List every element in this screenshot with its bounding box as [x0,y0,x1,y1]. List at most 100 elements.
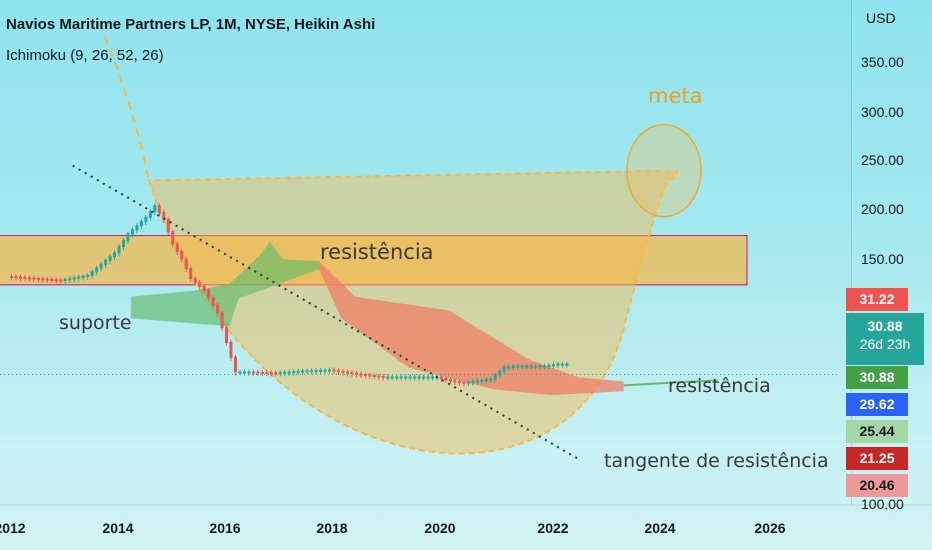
candle [444,377,448,381]
candle [242,371,246,374]
candle [507,366,511,369]
candle [489,378,493,381]
ichimoku-cloud-bearish [319,261,624,396]
ichimoku-leading-span [623,379,718,387]
ichimoku-cloud-bullish [130,241,320,327]
candle [247,371,251,374]
candle [121,239,125,248]
time-tick: 2016 [209,520,241,536]
price-label-31-22: 31.22 [846,288,908,311]
candle [283,371,287,374]
candle [274,372,278,375]
candle [207,289,211,299]
time-tick: 2026 [754,520,786,536]
candle [381,375,385,378]
candle [556,363,560,366]
candle [32,277,36,280]
candle [18,276,22,279]
price-tick: 200.00 [861,201,904,217]
candle [511,365,515,368]
candle [493,374,497,380]
candle [413,376,417,379]
candle [45,278,49,281]
candle [27,277,31,280]
candle [404,376,408,379]
candle [359,373,363,376]
price-label-20-46: 20.46 [846,474,908,497]
candle [368,374,372,377]
candle [502,366,506,372]
candle [475,380,479,383]
candle [238,371,242,374]
candle [417,376,421,379]
candle [148,210,152,218]
candle [448,379,452,382]
candle [144,216,148,223]
time-tick: 2022 [537,520,569,536]
price-axis[interactable] [851,0,932,505]
candle [422,376,426,379]
indicator-label[interactable]: Ichimoku (9, 26, 52, 26) [6,47,164,64]
candle [193,277,197,283]
candle [233,356,237,373]
candle [390,376,394,379]
price-tick: 350.00 [861,54,904,70]
candle [354,372,358,375]
price-label-21-25: 21.25 [846,447,908,470]
candle [377,375,381,378]
price-tick: 300.00 [861,104,904,120]
candle [386,376,390,379]
last-price-value: 30.88 [867,318,903,334]
candle [292,371,296,374]
candle [139,221,143,227]
candle [498,370,502,376]
candle [426,376,430,379]
candle [457,381,461,384]
candle [314,370,318,373]
candle [180,250,184,260]
candle [104,259,108,265]
candle [560,363,564,366]
last-price-label: 30.88 26d 23h [846,313,924,365]
candle [184,258,188,270]
candle [189,268,193,279]
candle [480,379,484,382]
chart-title: Navios Maritime Partners LP, 1M, NYSE, H… [6,16,376,33]
candle [332,369,336,372]
candle [372,374,376,377]
candle [269,372,273,375]
candle [36,277,40,280]
candle [117,246,121,254]
candle [287,371,291,374]
candle [126,233,130,241]
candle [466,381,470,384]
candle [471,381,475,384]
candle [77,276,81,279]
target-zone [626,123,702,218]
candle [216,304,220,314]
tangent-label: tangente de resistência [604,450,829,472]
candle [399,376,403,379]
candle [328,369,332,372]
price-tick: 250.00 [861,152,904,168]
time-tick: 2020 [424,520,456,536]
candle [462,381,466,384]
candle [565,363,569,366]
price-tick-partial: 100.00 [861,496,904,512]
candle [296,370,300,373]
candle [99,263,103,269]
candle [202,285,206,291]
candle [319,369,323,372]
candle [225,327,228,343]
candle [175,243,179,252]
candle [157,205,161,213]
resistance-line-label: resistência [668,375,771,397]
candle [305,370,309,373]
cup-left-arc [98,22,150,181]
candle [265,372,269,375]
candle [310,370,314,373]
candle [72,277,76,280]
candle [220,312,224,329]
